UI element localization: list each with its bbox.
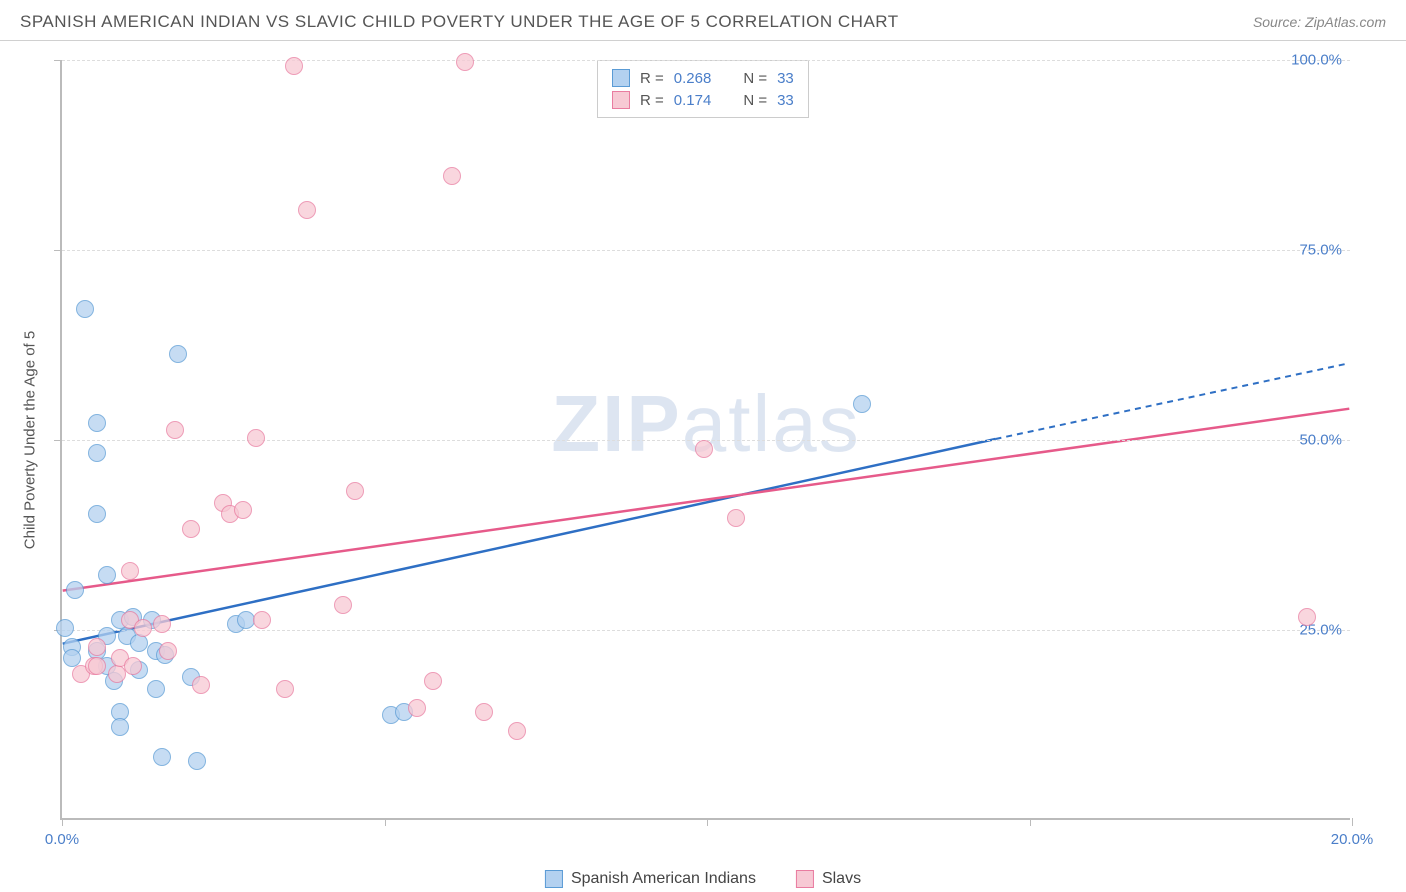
x-tick-label: 20.0% [1331,831,1374,848]
y-tick-label: 75.0% [1299,242,1342,259]
x-tick [1352,818,1353,826]
y-tick [54,250,62,251]
stats-row: R = 0.174 N = 33 [612,89,794,111]
chart-area: Child Poverty Under the Age of 5 ZIPatla… [50,60,1350,820]
stat-n-value: 33 [777,70,794,87]
stat-n-label: N = [743,70,767,87]
data-point [475,703,493,721]
data-point [166,421,184,439]
y-tick [54,60,62,61]
data-point [153,748,171,766]
chart-title: SPANISH AMERICAN INDIAN VS SLAVIC CHILD … [20,12,899,32]
gridline [62,60,1350,61]
stat-r-label: R = [640,92,664,109]
data-point [111,718,129,736]
gridline [62,630,1350,631]
y-axis-label: Child Poverty Under the Age of 5 [22,331,39,549]
legend-swatch [796,870,814,888]
data-point [853,395,871,413]
data-point [124,657,142,675]
data-point [298,201,316,219]
stat-n-value: 33 [777,92,794,109]
data-point [66,581,84,599]
legend-swatch [612,69,630,87]
data-point [695,440,713,458]
data-point [88,638,106,656]
data-point [76,300,94,318]
x-tick-label: 0.0% [45,831,79,848]
data-point [727,509,745,527]
data-point [188,752,206,770]
gridline [62,250,1350,251]
y-tick-label: 50.0% [1299,432,1342,449]
legend-label: Spanish American Indians [571,870,756,888]
legend-swatch [612,91,630,109]
bottom-legend: Spanish American Indians Slavs [545,870,861,888]
data-point [121,562,139,580]
chart-source: Source: ZipAtlas.com [1253,14,1386,30]
data-point [253,611,271,629]
stats-box: R = 0.268 N = 33 R = 0.174 N = 33 [597,60,809,118]
scatter-plot: ZIPatlas R = 0.268N = 33R = 0.174N = 33 … [60,60,1350,820]
stat-n-label: N = [743,92,767,109]
legend-swatch [545,870,563,888]
data-point [134,619,152,637]
data-point [285,57,303,75]
data-point [88,414,106,432]
data-point [147,680,165,698]
data-point [1298,608,1316,626]
x-tick [707,818,708,826]
stat-r-value: 0.268 [674,70,712,87]
data-point [159,642,177,660]
stat-r-label: R = [640,70,664,87]
data-point [153,615,171,633]
data-point [192,676,210,694]
legend-label: Slavs [822,870,861,888]
data-point [98,566,116,584]
legend-item: Slavs [796,870,861,888]
stat-r-value: 0.174 [674,92,712,109]
data-point [56,619,74,637]
data-point [88,444,106,462]
y-tick-label: 100.0% [1291,52,1342,69]
x-tick [62,818,63,826]
x-tick [1030,818,1031,826]
data-point [408,699,426,717]
data-point [424,672,442,690]
data-point [276,680,294,698]
data-point [334,596,352,614]
data-point [508,722,526,740]
stats-row: R = 0.268 N = 33 [612,67,794,89]
data-point [88,505,106,523]
data-point [443,167,461,185]
data-point [456,53,474,71]
data-point [182,520,200,538]
data-point [88,657,106,675]
data-point [169,345,187,363]
data-point [346,482,364,500]
legend-item: Spanish American Indians [545,870,756,888]
data-point [247,429,265,447]
x-tick [385,818,386,826]
data-point [234,501,252,519]
chart-header: SPANISH AMERICAN INDIAN VS SLAVIC CHILD … [0,0,1406,41]
y-tick [54,440,62,441]
